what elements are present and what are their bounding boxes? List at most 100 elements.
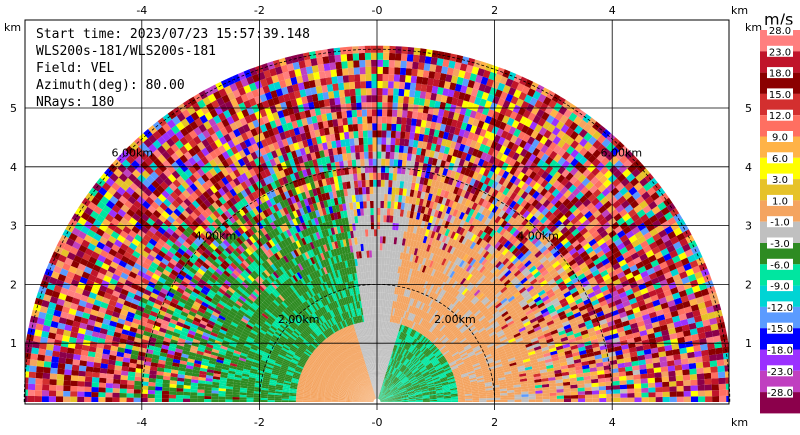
velocity-cell [379,394,385,400]
velocity-cell [593,222,603,231]
velocity-cell [450,364,458,369]
velocity-cell [715,353,724,361]
velocity-cell [385,390,391,396]
velocity-cell [422,328,428,336]
velocity-cell [575,315,584,322]
velocity-cell [602,273,611,282]
velocity-cell [532,323,541,329]
velocity-cell [366,257,370,265]
velocity-cell [452,370,460,375]
velocity-cell [469,377,477,381]
velocity-cell [499,386,507,390]
velocity-cell [591,378,599,384]
velocity-cell [559,186,569,195]
velocity-cell [390,137,396,146]
velocity-cell [494,302,503,309]
velocity-cell [470,382,478,386]
velocity-cell [593,246,603,254]
velocity-cell [636,248,646,257]
velocity-cell [571,348,579,354]
velocity-cell [401,394,408,397]
velocity-cell [518,286,527,294]
velocity-cell [406,387,414,391]
velocity-cell [503,345,512,351]
velocity-cell [435,352,442,358]
velocity-cell [436,397,444,399]
velocity-cell [377,137,382,145]
velocity-cell [579,147,588,157]
velocity-cell [479,294,487,302]
velocity-cell [385,390,391,396]
velocity-cell [441,348,449,355]
velocity-cell [684,335,693,343]
velocity-cell [548,141,558,151]
velocity-cell [422,398,430,400]
velocity-cell [400,390,407,394]
velocity-cell [634,243,643,253]
velocity-cell [365,59,372,67]
velocity-cell [518,326,526,333]
velocity-cell [579,250,588,259]
velocity-cell [675,375,684,382]
velocity-cell [726,389,729,396]
velocity-cell [390,130,396,138]
velocity-cell [555,191,564,201]
velocity-cell [625,370,634,376]
velocity-cell [509,362,517,367]
velocity-cell [623,324,632,331]
velocity-cell [419,354,426,361]
velocity-cell [378,392,383,399]
velocity-cell [526,297,534,304]
velocity-cell [589,367,598,372]
velocity-cell [557,234,566,243]
velocity-cell [557,351,566,357]
velocity-cell [485,383,493,387]
velocity-cell [408,96,415,105]
velocity-cell [378,285,382,293]
velocity-cell [598,386,606,391]
velocity-cell [583,284,592,291]
velocity-cell [695,362,704,369]
velocity-cell [417,62,425,71]
velocity-cell [712,390,720,397]
velocity-cell [472,362,480,367]
velocity-cell [508,309,517,316]
velocity-cell [577,342,585,349]
velocity-cell [387,396,394,399]
velocity-cell [718,377,726,385]
velocity-cell [587,291,596,299]
velocity-cell [427,353,434,359]
velocity-cell [600,285,609,293]
velocity-cell [379,394,385,400]
velocity-cell [360,208,364,216]
velocity-cell [531,237,540,245]
velocity-cell [505,333,514,339]
velocity-cell [474,299,482,307]
velocity-cell [394,145,400,153]
velocity-cell [472,345,480,351]
velocity-cell [644,353,653,360]
velocity-cell [588,250,597,258]
velocity-cell [390,386,397,392]
velocity-cell [542,328,551,335]
velocity-cell [377,109,383,117]
velocity-cell [568,236,578,245]
velocity-cell [500,297,508,305]
velocity-cell [528,314,536,321]
velocity-cell [608,286,617,294]
velocity-cell [414,371,421,377]
velocity-cell [378,335,380,343]
velocity-cell [662,391,670,397]
velocity-cell [404,350,409,358]
velocity-cell [377,172,381,180]
velocity-cell [441,381,449,385]
velocity-cell [419,383,427,387]
velocity-cell [486,393,494,397]
velocity-cell [532,147,541,157]
velocity-cell [427,385,435,389]
velocity-cell [367,123,373,131]
velocity-cell [412,54,420,63]
velocity-cell [388,52,396,61]
velocity-cell [426,381,434,385]
velocity-cell [455,358,463,364]
